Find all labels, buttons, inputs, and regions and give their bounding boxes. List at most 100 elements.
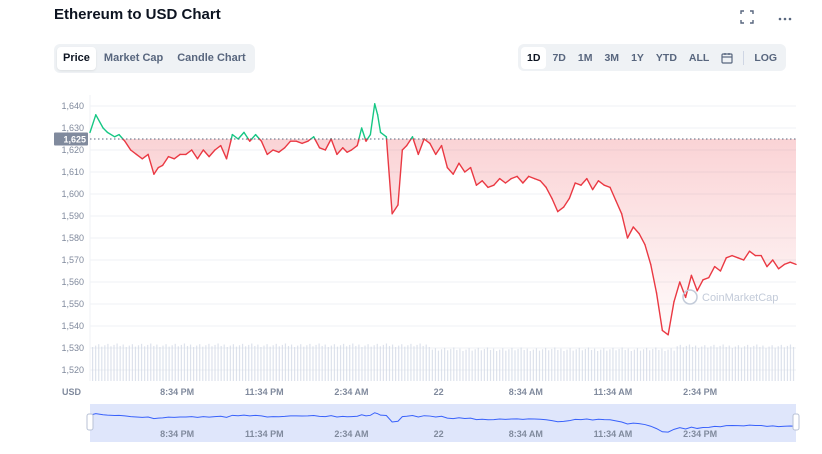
volume-bar [590,349,593,381]
volume-bar [480,350,482,381]
volume-bar [477,347,479,381]
volume-bar [140,343,143,381]
volume-bar [220,345,222,381]
price-line-segment [196,149,205,160]
price-line-segment [358,127,363,140]
volume-bar [624,349,626,381]
volume-bar [245,346,247,381]
volume-bar [223,344,225,381]
time-range-selector: 1D 7D 1M 3M 1Y YTD ALL LOG [518,44,787,71]
volume-bar [327,347,329,381]
range-1m[interactable]: 1M [577,51,593,64]
navigator-tick-label: 8:34 PM [160,429,194,439]
volume-bar [214,344,216,381]
navigator-window [90,404,796,442]
volume-bar [685,345,688,381]
x-tick-label: 2:34 AM [334,387,368,397]
price-line-segment [690,274,698,292]
price-line-segment [789,261,797,266]
volume-bar [358,344,360,381]
volume-bar [664,351,666,381]
price-line-segment [412,138,420,156]
volume-bar [548,350,550,381]
log-scale-toggle[interactable]: LOG [754,51,778,64]
volume-bar [119,345,121,381]
tab-price[interactable]: Price [57,47,96,70]
volume-bar [753,345,755,381]
volume-bar [633,349,635,381]
price-line-segment [251,133,257,140]
range-3m[interactable]: 3M [604,51,620,64]
price-line-segment [487,184,495,189]
volume-bar [505,350,507,381]
tab-candle-chart[interactable]: Candle Chart [177,52,246,64]
volume-bar [526,348,528,381]
range-7d[interactable]: 7D [552,51,566,64]
price-line-segment [493,177,501,186]
volume-bar [673,350,675,381]
price-line-segment [369,103,376,136]
price-line-segment [225,138,233,160]
range-1d[interactable]: 1D [521,46,547,69]
volume-bar [655,347,657,381]
navigator-handle-left[interactable] [86,413,94,431]
price-line-segment [278,147,286,153]
volume-bar [459,348,461,381]
volume-bar [248,344,250,381]
price-line-segment [346,149,353,153]
price-line-segment [385,138,393,215]
price-line-segment [620,213,629,239]
more-icon[interactable] [778,10,792,27]
price-line-segment [760,254,768,268]
price-line-segment [731,254,739,259]
volume-bar [682,347,684,381]
price-line-segment [417,138,425,156]
volume-bar [196,345,198,381]
range-all[interactable]: ALL [688,51,710,64]
volume-bar [401,344,403,381]
volume-bar [456,349,458,381]
volume-bar [465,349,467,381]
price-line-segment [167,155,175,160]
volume-bar [150,343,152,381]
price-line-segment [446,166,454,175]
volume-bar [728,345,730,381]
volume-bar [545,347,547,381]
price-line-segment [562,197,571,208]
volume-bar [734,346,736,381]
volume-bar [355,345,357,381]
price-line-segment [185,149,193,156]
volume-bar [101,346,103,381]
volume-bar [639,350,642,381]
volume-bar [131,344,133,381]
price-line-segment [118,133,124,140]
volume-bar [404,346,406,381]
volume-bar [652,348,654,381]
range-ytd[interactable]: YTD [655,51,677,64]
price-line-segment [190,149,199,160]
calendar-icon[interactable] [715,47,739,69]
volume-bar [95,345,97,381]
price-line-segment [95,114,104,129]
volume-bar [578,347,580,381]
price-line-segment [713,265,722,272]
volume-bar [434,348,437,381]
volume-bar [694,345,697,381]
volume-bar [560,348,562,381]
price-line-segment [366,133,372,140]
navigator-handle-right[interactable] [792,413,800,431]
price-line-segment [157,164,164,169]
price-line-segment [350,144,358,151]
fullscreen-icon[interactable] [740,10,754,27]
price-line-segment [336,147,344,156]
volume-bar [407,345,409,381]
volume-bar [168,346,170,381]
volume-bar [137,345,140,381]
tab-market-cap[interactable]: Market Cap [103,52,164,64]
price-line-segment [147,153,155,175]
volume-bar [792,346,795,381]
range-1y[interactable]: 1Y [631,51,644,64]
volume-bar [199,344,201,381]
price-line-segment [580,177,588,186]
navigator-tick-label: 8:34 AM [509,429,543,439]
